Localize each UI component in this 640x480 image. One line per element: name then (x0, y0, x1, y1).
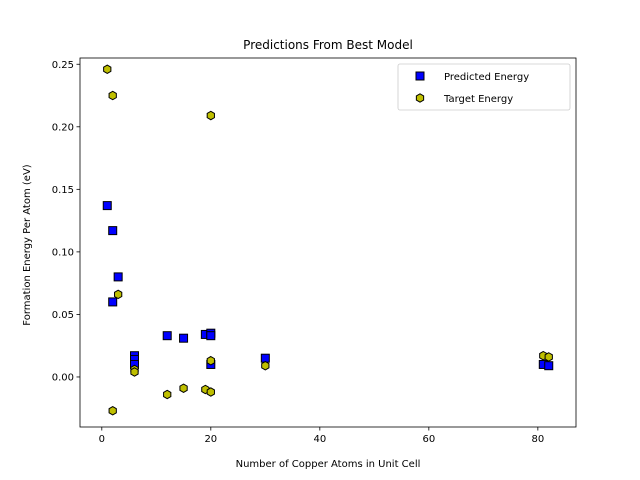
x-tick-label: 80 (531, 434, 544, 445)
data-point (130, 367, 139, 377)
data-point (162, 331, 172, 341)
y-tick-label: 0.05 (52, 310, 74, 321)
x-axis-label: Number of Copper Atoms in Unit Cell (236, 459, 421, 470)
legend-marker (415, 71, 425, 81)
data-point (544, 361, 554, 371)
data-point (114, 289, 123, 300)
legend-marker (415, 93, 425, 103)
data-point (108, 90, 117, 101)
data-point (206, 355, 215, 366)
y-axis-label: Formation Energy Per Atom (eV) (22, 164, 33, 325)
plot-area: 0 20 40 60 80 0.00 0.05 0.10 0.15 0.20 0.25 (52, 57, 577, 445)
data-point (102, 201, 112, 211)
x-tick-label: 40 (313, 434, 326, 445)
data-point (179, 333, 189, 343)
data-point (206, 331, 216, 341)
legend-label: Target Energy (443, 94, 513, 105)
axes-frame (79, 57, 577, 428)
y-tick-label: 0.00 (52, 372, 74, 383)
y-tick-label: 0.20 (52, 122, 74, 133)
y-tick-label: 0.25 (52, 60, 74, 71)
data-point (261, 360, 270, 371)
data-point (206, 110, 215, 121)
x-tick-label: 60 (422, 434, 435, 445)
y-tick-label: 0.15 (52, 185, 74, 196)
data-point (108, 297, 118, 307)
x-tick-label: 0 (99, 434, 105, 445)
data-point (108, 226, 118, 236)
chart-title: Predictions From Best Model (243, 38, 413, 52)
data-point (179, 383, 188, 393)
data-point (103, 64, 112, 75)
data-point (163, 389, 172, 400)
legend: Predicted Energy Target Energy (397, 63, 571, 111)
data-point (544, 352, 553, 362)
legend-label: Predicted Energy (444, 72, 529, 83)
y-tick-label: 0.10 (52, 247, 74, 258)
series-target-energy (103, 64, 553, 416)
data-point (113, 272, 123, 282)
data-point (206, 387, 215, 397)
data-point (108, 405, 117, 416)
legend-box (397, 63, 571, 111)
x-tick-label: 20 (204, 434, 217, 445)
